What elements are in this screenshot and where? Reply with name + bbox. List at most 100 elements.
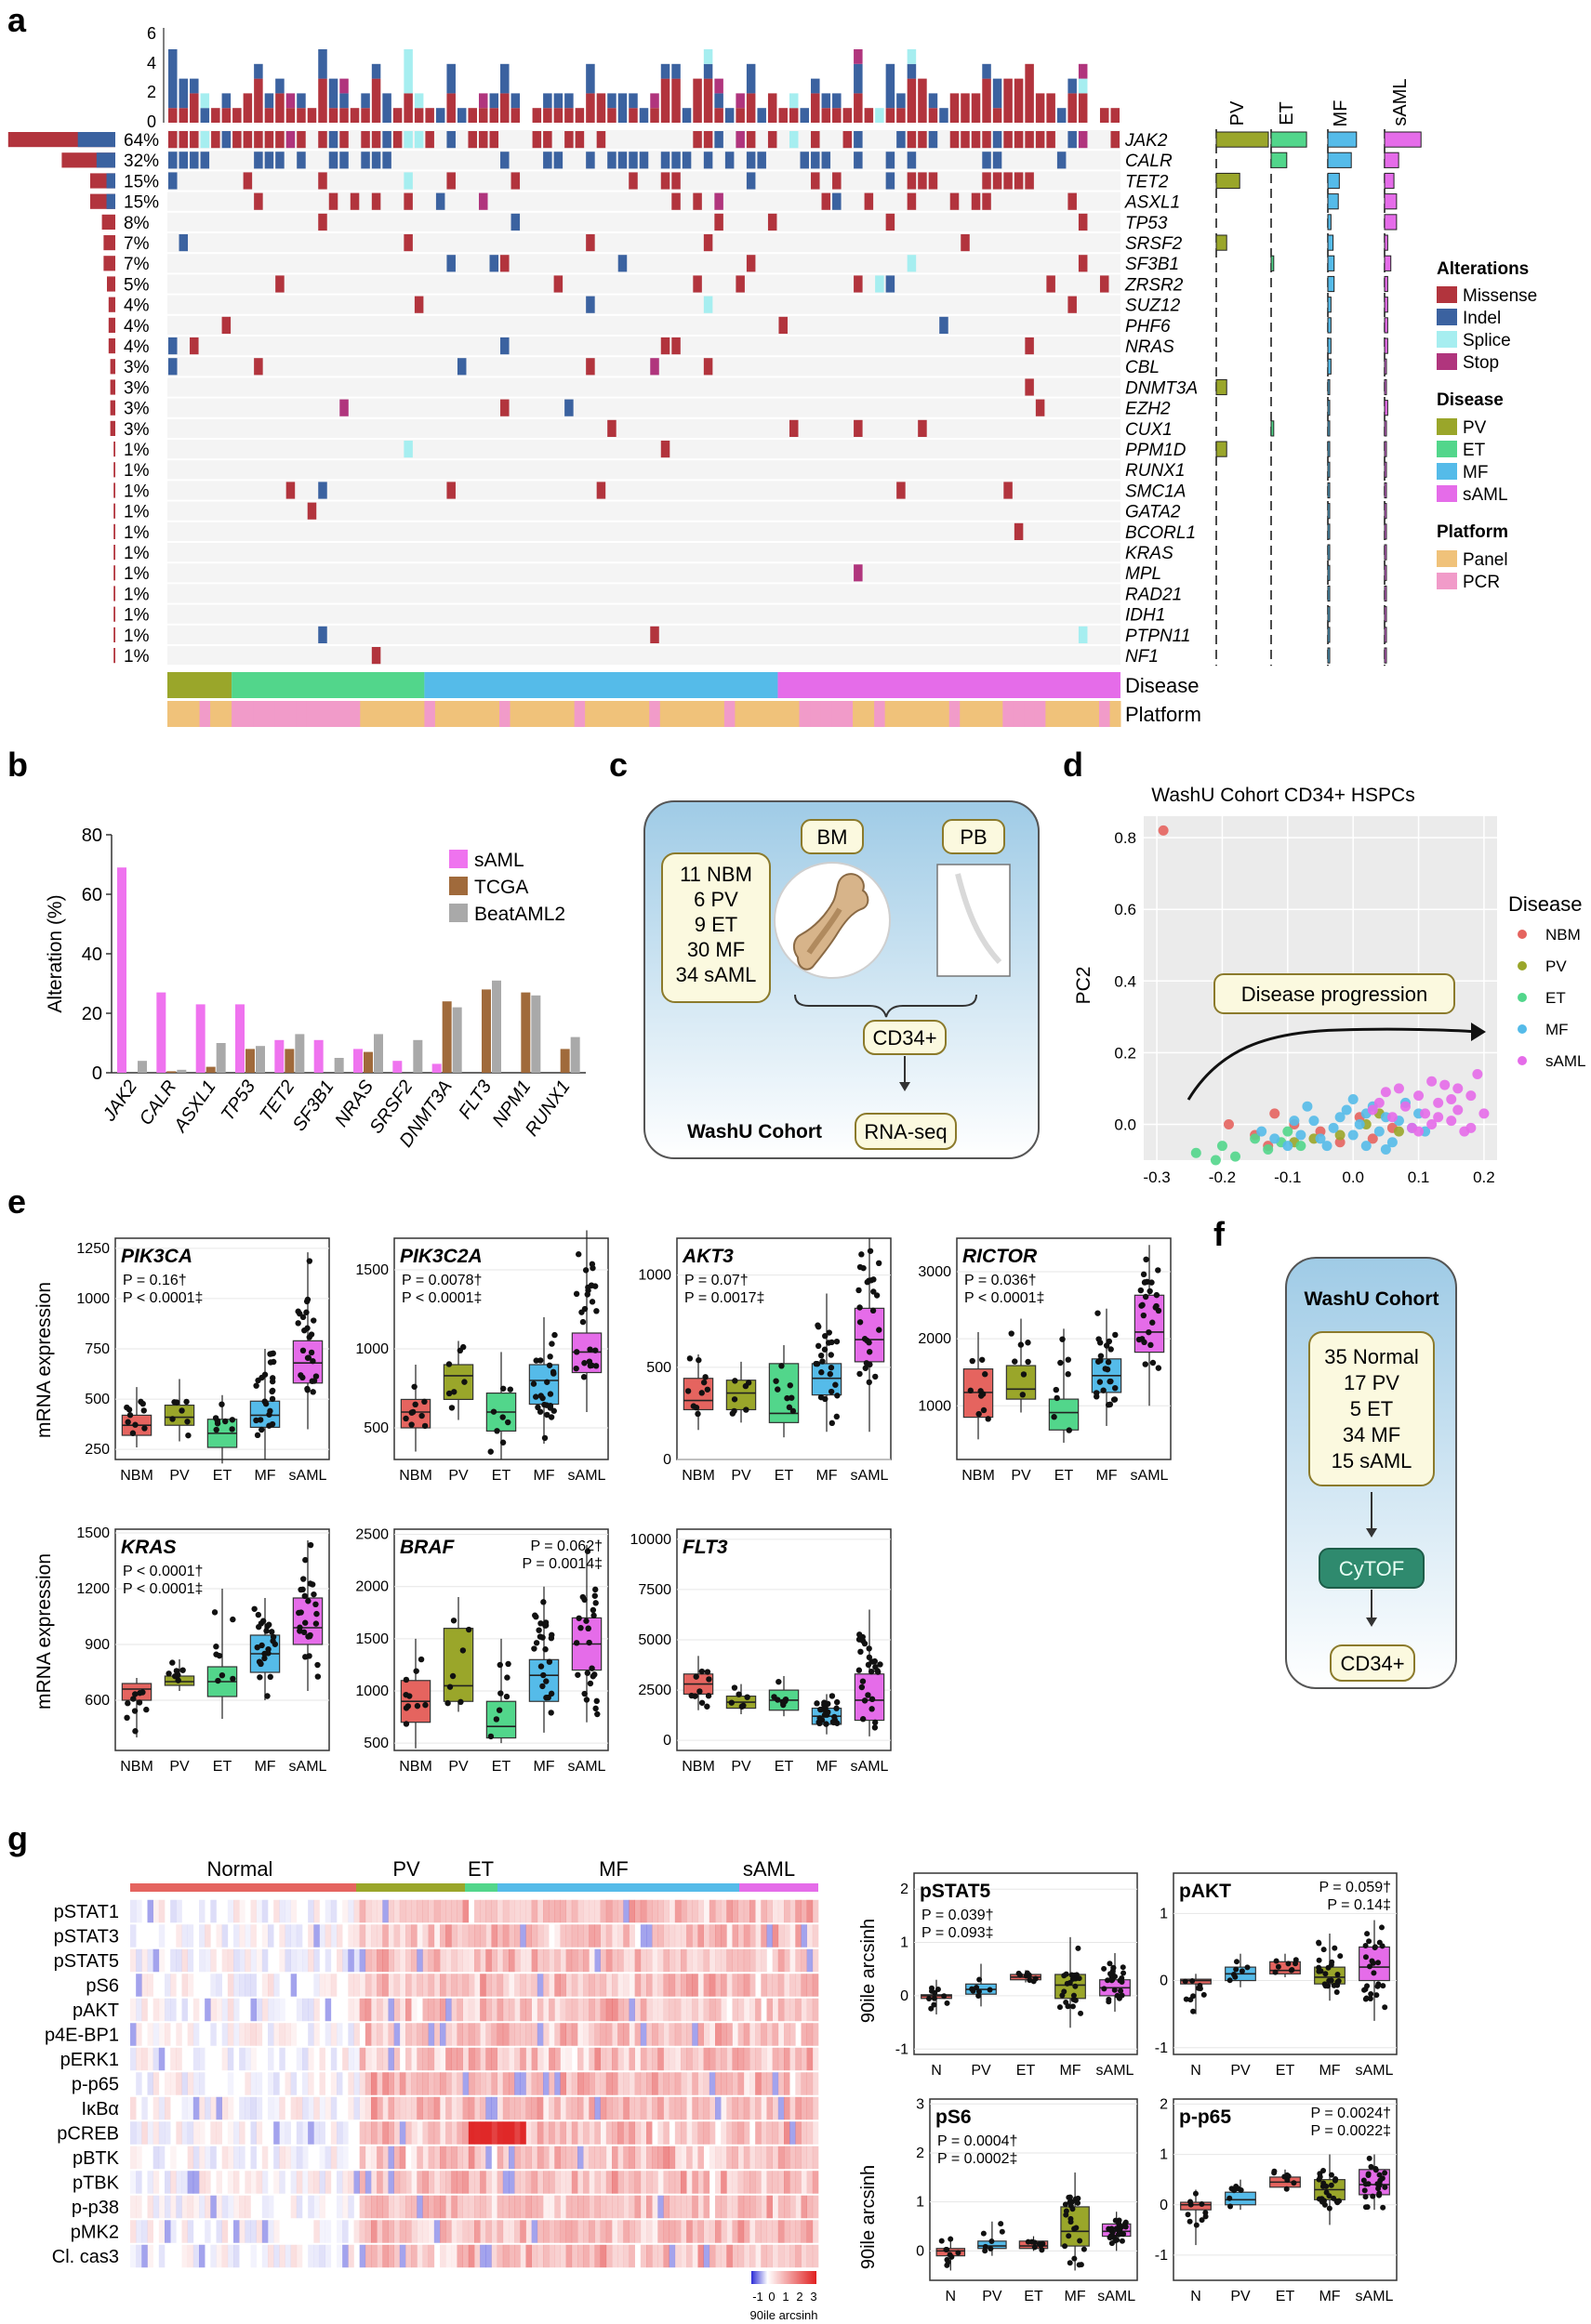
disease-frequency-bar — [1384, 544, 1387, 561]
count-bar-segment — [586, 93, 595, 123]
g-heatmap-cell — [205, 1948, 211, 1973]
boxplot-xtick-label: NBM — [399, 1468, 432, 1484]
g-heatmap-cell — [777, 2171, 785, 2194]
boxplot-datapoint — [1233, 1966, 1240, 1973]
g-heatmap-cell — [560, 2072, 566, 2095]
boxplot-datapoint — [550, 1368, 557, 1376]
g-heatmap-cell — [497, 1924, 504, 1948]
d-title: WashU Cohort CD34+ HSPCs — [1151, 785, 1414, 806]
alteration-cell — [446, 131, 456, 149]
g-heatmap-cell — [462, 2171, 470, 2194]
g-heatmap-cell — [433, 2023, 441, 2046]
g-heatmap-cell — [761, 1924, 767, 1948]
g-heatmap-cell — [761, 1974, 767, 1997]
boxplot-datapoint — [251, 1605, 258, 1612]
platform-track-cell — [820, 701, 832, 727]
d-point-mf — [1380, 1143, 1391, 1155]
count-bar-segment — [543, 108, 552, 123]
gene-frequency-bar — [113, 503, 115, 519]
boxplot-title: PIK3C2A — [400, 1246, 483, 1267]
g-heatmap-cell — [433, 2096, 441, 2120]
alteration-cell — [564, 131, 574, 149]
boxplot-datapoint — [1025, 2238, 1031, 2245]
alteration-cell — [339, 131, 349, 149]
g-heatmap-cell — [549, 1998, 555, 2022]
g-heatmap-cell — [554, 2072, 561, 2095]
g-heatmap-cell — [491, 1924, 497, 1948]
gene-label: IDH1 — [1125, 606, 1165, 626]
boxplot-datapoint — [229, 1417, 236, 1423]
d-point-saml — [1433, 1112, 1444, 1123]
count-bar-segment — [404, 49, 413, 94]
count-bar-segment — [971, 93, 981, 123]
b-legend-saml: sAML — [474, 850, 524, 871]
boxplot-datapoint — [591, 1671, 598, 1678]
alteration-cell — [285, 131, 296, 149]
g-heatmap-cell — [806, 1899, 814, 1923]
g-heatmap-cell — [674, 1948, 682, 1973]
disease-frequency-bar — [1384, 461, 1387, 478]
g-heatmap-cell — [440, 1974, 446, 1997]
panel-label-a: a — [7, 1, 27, 39]
g-heatmap-cell — [474, 1948, 481, 1973]
g-heatmap-cell — [537, 2121, 544, 2145]
boxplot-datapoint — [698, 1699, 706, 1706]
g-heatmap-cell — [709, 2072, 716, 2095]
g-heatmap-cell — [520, 2195, 526, 2219]
g-heatmap-cell — [199, 2096, 206, 2120]
g-heatmap-cell — [199, 1899, 206, 1923]
alteration-cell — [1014, 522, 1024, 540]
gene-frequency-bar — [108, 317, 115, 333]
count-bar-segment — [821, 93, 831, 109]
boxplot-datapoint — [413, 1668, 419, 1674]
boxplot-pvalue-dagger: P = 0.16† — [123, 1273, 187, 1288]
g-heatmap-cell — [256, 1998, 263, 2022]
g-heatmap-cell — [514, 2121, 521, 2145]
b-ytick-label: 0 — [92, 1063, 102, 1084]
g-heatmap-cell — [772, 2121, 779, 2145]
oncoprint-ytick: 2 — [147, 83, 156, 101]
g-heatmap-cell — [468, 2146, 475, 2170]
gene-frequency-bar — [113, 545, 115, 561]
g-heatmap-cell — [192, 2244, 200, 2268]
boxplot-datapoint — [1230, 1972, 1237, 1978]
boxplot-datapoint — [581, 1690, 588, 1697]
alteration-cell — [190, 337, 199, 355]
platform-track-cell — [970, 701, 982, 727]
g-heatmap-cell — [681, 2072, 687, 2095]
b-xtick-label: TP53 — [218, 1076, 259, 1125]
boxplot-datapoint — [1334, 1972, 1341, 1978]
g-heatmap-cell — [245, 2220, 251, 2243]
g-heatmap-cell — [715, 2023, 722, 2046]
boxplot-pvalue-dagger: P = 0.0004† — [937, 2133, 1017, 2149]
g-heatmap-cell — [640, 2220, 647, 2243]
g-heatmap-cell — [514, 1974, 521, 1997]
g-heatmap-cell — [721, 2195, 727, 2219]
boxplot-datapoint — [947, 2251, 953, 2258]
g-heatmap-cell — [130, 2171, 137, 2194]
boxplot-datapoint — [1117, 1977, 1123, 1984]
g-heatmap-cell — [348, 2096, 354, 2120]
boxplot-datapoint — [931, 2001, 937, 2008]
g-heatmap-cell — [480, 2171, 486, 2194]
g-heatmap-cell — [365, 2096, 372, 2120]
g-heatmap-cell — [302, 2047, 309, 2071]
g-heatmap-cell — [634, 2220, 642, 2243]
g-heatmap-cell — [634, 1948, 642, 1973]
boxplot-xtick-label: ET — [492, 1468, 511, 1484]
alteration-cell — [489, 131, 499, 149]
platform-track-cell — [167, 701, 179, 727]
disease-frequency-bar — [1384, 172, 1395, 190]
g-heatmap-cell — [227, 2072, 234, 2095]
boxplot-xtick-label: N — [931, 2063, 942, 2079]
g-heatmap-cell — [136, 2171, 142, 2194]
boxplot-datapoint — [1332, 1945, 1338, 1951]
boxplot-datapoint — [587, 1346, 593, 1353]
alteration-cell — [564, 399, 574, 416]
g-heatmap-cell — [657, 2195, 664, 2219]
b-bar-beataml2 — [177, 1069, 187, 1073]
g-heatmap-cell — [801, 1974, 807, 1997]
g-heatmap-cell — [737, 2121, 745, 2145]
boxplot-xtick-label: MF — [254, 1759, 275, 1775]
boxplot-datapoint — [969, 1357, 975, 1365]
